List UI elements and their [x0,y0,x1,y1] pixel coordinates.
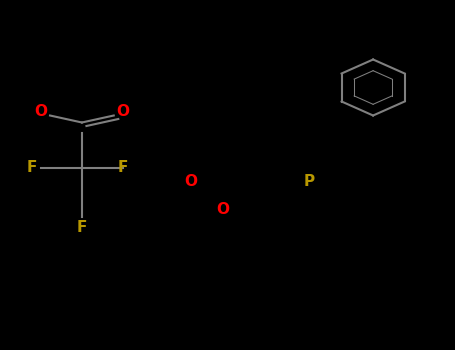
Text: F: F [118,161,128,175]
Text: P: P [304,175,315,189]
Text: F: F [77,220,87,235]
Text: F: F [27,161,37,175]
Text: O: O [185,175,197,189]
Text: O: O [217,203,229,217]
Text: O: O [35,105,47,119]
Text: O: O [116,105,129,119]
